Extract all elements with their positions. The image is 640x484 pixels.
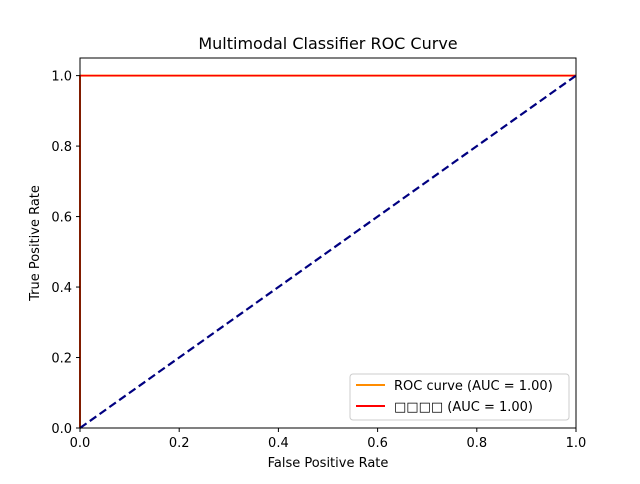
y-axis-label: True Positive Rate	[28, 185, 43, 302]
y-tick-label: 0.0	[51, 422, 72, 437]
plot-area-frame	[79, 57, 577, 429]
y-tick-label: 0.8	[51, 140, 72, 155]
legend-label-roc-curve: ROC curve (AUC = 1.00)	[394, 379, 553, 394]
y-tick-label: 0.6	[51, 211, 72, 226]
legend-label-second-curve: □□□□ (AUC = 1.00)	[394, 400, 533, 415]
chance-diagonal-line	[79, 74, 577, 429]
y-axis-ticks: 0.0 0.2 0.4 0.6 0.8 1.0	[51, 70, 80, 437]
x-axis-ticks: 0.0 0.2 0.4 0.6 0.8 1.0	[70, 428, 587, 451]
legend-box	[349, 373, 570, 421]
legend: ROC curve (AUC = 1.00) □□□□ (AUC = 1.00)	[349, 373, 570, 421]
x-tick-label: 0.4	[268, 436, 289, 451]
plot-area-background	[80, 58, 576, 428]
x-tick-label: 0.8	[466, 436, 487, 451]
x-tick-label: 0.2	[169, 436, 190, 451]
y-tick-label: 1.0	[51, 70, 72, 85]
y-tick-label: 0.4	[51, 281, 72, 296]
x-tick-label: 0.6	[367, 436, 388, 451]
x-axis-label: False Positive Rate	[268, 456, 389, 471]
y-tick-label: 0.2	[51, 352, 72, 367]
x-tick-label: 1.0	[566, 436, 587, 451]
x-tick-label: 0.0	[70, 436, 91, 451]
chart-title: Multimodal Classifier ROC Curve	[198, 34, 457, 53]
